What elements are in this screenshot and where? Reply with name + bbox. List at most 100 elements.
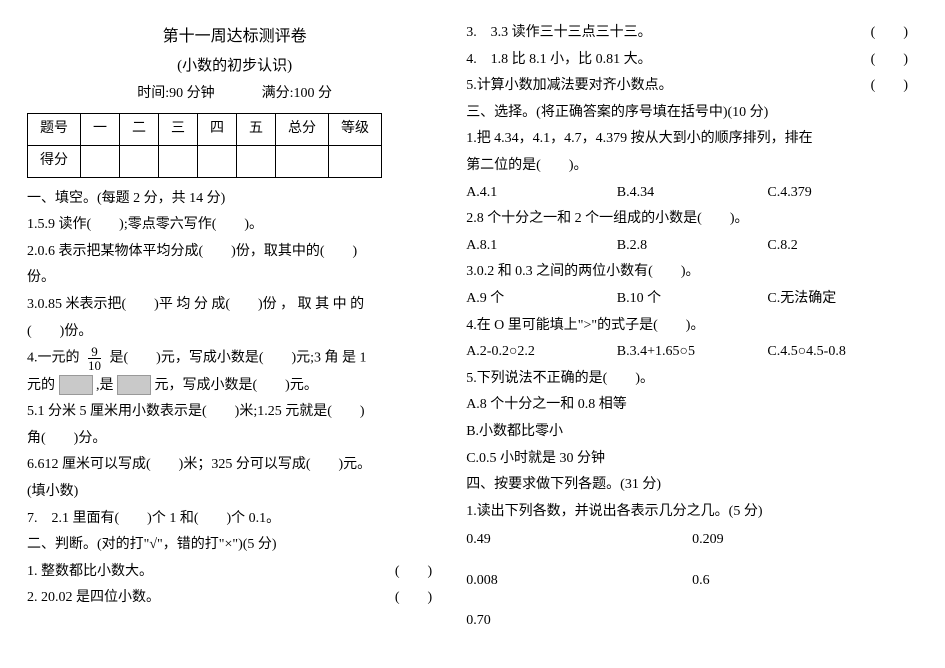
q3-1b: 第二位的是( )。	[466, 153, 918, 180]
score-cell	[159, 146, 198, 178]
choice-b: B.10 个	[617, 286, 768, 313]
q2-4-text: 4. 1.8 比 8.1 小，比 0.81 大。	[466, 47, 652, 74]
q1-3b: ( )份。	[27, 319, 442, 346]
q1-5b: 角( )分。	[27, 426, 442, 453]
section-1-title: 一、填空。(每题 2 分，共 14 分)	[27, 186, 442, 213]
q1-3a: 3.0.85 米表示把( )平 均 分 成( )份 ， 取 其 中 的	[27, 292, 442, 319]
q3-5: 5.下列说法不正确的是( )。	[466, 366, 918, 393]
q4-1: 1.读出下列各数，并说出各表示几分之几。(5 分)	[466, 499, 918, 526]
section-3-title: 三、选择。(将正确答案的序号填在括号中)(10 分)	[466, 100, 918, 127]
q2-2: 2. 20.02 是四位小数。 ( )	[27, 585, 442, 612]
q1-4b-post: 元，写成小数是( )元。	[155, 378, 318, 393]
q3-2-choices: A.8.1 B.2.8 C.8.2	[466, 233, 918, 260]
q2-3: 3. 3.3 读作三十三点三十三。 ( )	[466, 20, 918, 47]
score-table-score-row: 得分	[28, 146, 382, 178]
q1-4b-pre: 元的	[27, 378, 55, 393]
decimal-value: 0.70	[466, 608, 692, 635]
decimals-row-2: 0.008 0.6	[466, 568, 918, 595]
decimal-value: 0.49	[466, 527, 692, 554]
blank-paren: ( )	[395, 585, 442, 612]
choice-c: C.8.2	[767, 233, 918, 260]
score-cell: 一	[81, 114, 120, 146]
score-cell	[198, 146, 237, 178]
q1-4a: 4.一元的 9 10 是( )元，写成小数是( )元;3 角 是 1	[27, 345, 442, 372]
choice-a: A.9 个	[466, 286, 617, 313]
q1-2b: 份。	[27, 265, 442, 292]
blank-paren: ( )	[871, 47, 918, 74]
q1-4b: 元的 ,是 元，写成小数是( )元。	[27, 373, 442, 400]
score-cell: 总分	[276, 114, 329, 146]
score-cell: 三	[159, 114, 198, 146]
title-line-1: 第十一周达标测评卷	[27, 22, 442, 52]
left-column: 第十一周达标测评卷 (小数的初步认识) 时间:90 分钟 满分:100 分 题号…	[15, 20, 454, 648]
q1-4a-pre: 4.一元的	[27, 351, 80, 366]
choice-b: B.2.8	[617, 233, 768, 260]
score-table-header-row: 题号 一 二 三 四 五 总分 等级	[28, 114, 382, 146]
fraction-9-10: 9 10	[85, 345, 104, 372]
score-cell: 二	[120, 114, 159, 146]
q3-1-choices: A.4.1 B.4.34 C.4.379	[466, 180, 918, 207]
q1-1: 1.5.9 读作( );零点零六写作( )。	[27, 212, 442, 239]
score-cell	[329, 146, 382, 178]
decimals-row-3: 0.70	[466, 608, 918, 635]
placeholder-box-icon	[59, 375, 93, 395]
q3-5a: A.8 个十分之一和 0.8 相等	[466, 392, 918, 419]
q1-6: 6.612 厘米可以写成( )米；325 分可以写成( )元。	[27, 452, 442, 479]
choice-c: C.无法确定	[767, 286, 918, 313]
decimal-value: 0.008	[466, 568, 692, 595]
score-cell: 题号	[28, 114, 81, 146]
score-cell	[237, 146, 276, 178]
score-cell	[81, 146, 120, 178]
q2-2-text: 2. 20.02 是四位小数。	[27, 585, 160, 612]
q2-5-text: 5.计算小数加减法要对齐小数点。	[466, 73, 673, 100]
choice-b: B.3.4+1.65○5	[617, 339, 768, 366]
fraction-denominator: 10	[85, 359, 104, 372]
q2-4: 4. 1.8 比 8.1 小，比 0.81 大。 ( )	[466, 47, 918, 74]
decimals-row-1: 0.49 0.209	[466, 527, 918, 554]
score-cell: 五	[237, 114, 276, 146]
q3-4-choices: A.2-0.2○2.2 B.3.4+1.65○5 C.4.5○4.5-0.8	[466, 339, 918, 366]
q3-5c: C.0.5 小时就是 30 分钟	[466, 446, 918, 473]
q3-3-choices: A.9 个 B.10 个 C.无法确定	[466, 286, 918, 313]
q1-5a: 5.1 分米 5 厘米用小数表示是( )米;1.25 元就是( )	[27, 399, 442, 426]
q1-6b: (填小数)	[27, 479, 442, 506]
placeholder-box-icon	[117, 375, 151, 395]
score-cell: 得分	[28, 146, 81, 178]
choice-c: C.4.379	[767, 180, 918, 207]
decimal-value: 0.6	[692, 568, 918, 595]
q3-4: 4.在 O 里可能填上">"的式子是( )。	[466, 313, 918, 340]
score-cell: 四	[198, 114, 237, 146]
q1-2a: 2.0.6 表示把某物体平均分成( )份，取其中的( )	[27, 239, 442, 266]
q2-3-text: 3. 3.3 读作三十三点三十三。	[466, 20, 652, 47]
score-table: 题号 一 二 三 四 五 总分 等级 得分	[27, 113, 382, 177]
choice-b: B.4.34	[617, 180, 768, 207]
right-column: 3. 3.3 读作三十三点三十三。 ( ) 4. 1.8 比 8.1 小，比 0…	[454, 20, 930, 648]
q1-4a-post: 是( )元，写成小数是( )元;3 角 是 1	[110, 351, 367, 366]
choice-a: A.8.1	[466, 233, 617, 260]
fraction-numerator: 9	[88, 345, 101, 359]
q3-5b: B.小数都比零小	[466, 419, 918, 446]
q2-1: 1. 整数都比小数大。 ( )	[27, 559, 442, 586]
q3-3: 3.0.2 和 0.3 之间的两位小数有( )。	[466, 259, 918, 286]
q3-1a: 1.把 4.34，4.1，4.7，4.379 按从大到小的顺序排列，排在	[466, 126, 918, 153]
full-score-label: 满分:100 分	[262, 86, 332, 101]
decimal-value	[692, 608, 918, 635]
blank-paren: ( )	[871, 73, 918, 100]
section-2-title: 二、判断。(对的打"√"，错的打"×")(5 分)	[27, 532, 442, 559]
q1-4b-mid: ,是	[96, 378, 114, 393]
title-line-2: (小数的初步认识)	[27, 52, 442, 81]
q1-7: 7. 2.1 里面有( )个 1 和( )个 0.1。	[27, 506, 442, 533]
score-cell	[276, 146, 329, 178]
decimal-value: 0.209	[692, 527, 918, 554]
choice-c: C.4.5○4.5-0.8	[767, 339, 918, 366]
score-cell: 等级	[329, 114, 382, 146]
q3-2: 2.8 个十分之一和 2 个一组成的小数是( )。	[466, 206, 918, 233]
q2-5: 5.计算小数加减法要对齐小数点。 ( )	[466, 73, 918, 100]
time-label: 时间:90 分钟	[137, 86, 214, 101]
choice-a: A.4.1	[466, 180, 617, 207]
q2-1-text: 1. 整数都比小数大。	[27, 559, 153, 586]
meta-line: 时间:90 分钟 满分:100 分	[27, 81, 442, 108]
blank-paren: ( )	[871, 20, 918, 47]
section-4-title: 四、按要求做下列各题。(31 分)	[466, 472, 918, 499]
choice-a: A.2-0.2○2.2	[466, 339, 617, 366]
